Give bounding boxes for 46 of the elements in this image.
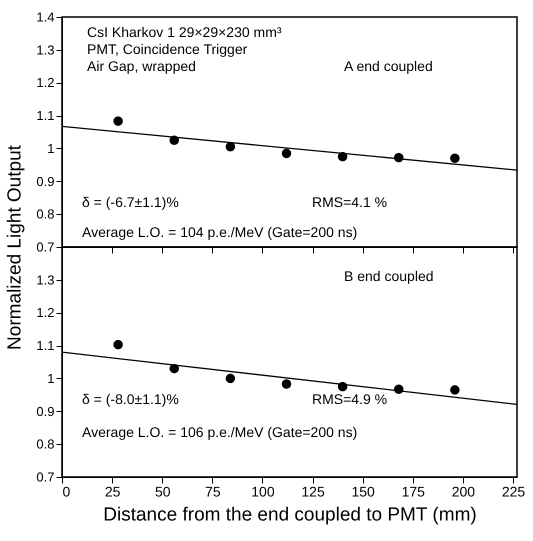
y-tick-label: 0.9 bbox=[36, 404, 54, 419]
y-tick-label: 1.2 bbox=[36, 305, 54, 320]
y-tick-label: 1 bbox=[47, 140, 54, 156]
y-tick-label: 1.2 bbox=[36, 75, 54, 90]
x-tick-label: 0 bbox=[62, 484, 70, 500]
annotation: RMS=4.9 % bbox=[312, 391, 388, 407]
annotation: RMS=4.1 % bbox=[312, 194, 388, 210]
y-tick-label: 0.8 bbox=[36, 206, 54, 222]
x-axis-title: Distance from the end coupled to PMT (mm) bbox=[103, 504, 477, 526]
y-tick-label: 1.3 bbox=[36, 42, 54, 58]
y-tick-label: 1.1 bbox=[36, 338, 54, 354]
y-tick-label: 0.7 bbox=[36, 470, 54, 484]
y-tick-label: 1 bbox=[47, 370, 54, 386]
y-tick-label: 1.1 bbox=[36, 108, 54, 124]
point bbox=[282, 379, 292, 389]
annotation: CsI Kharkov 1 29×29×230 mm³ bbox=[87, 24, 282, 40]
annotation: Average L.O. = 104 p.e./MeV (Gate=200 ns) bbox=[82, 224, 358, 240]
point bbox=[450, 154, 460, 164]
annotation: B end coupled bbox=[344, 268, 434, 284]
x-tick-label: 50 bbox=[154, 484, 171, 500]
x-tick-label: 125 bbox=[301, 484, 325, 500]
annotation: PMT, Coincidence Trigger bbox=[87, 41, 248, 57]
y-tick-label: 0.7 bbox=[36, 240, 54, 254]
annotation: δ = (-6.7±1.1)% bbox=[82, 194, 179, 210]
x-tick-label: 175 bbox=[402, 484, 426, 500]
annotation: Air Gap, wrapped bbox=[87, 58, 196, 74]
point bbox=[113, 340, 123, 350]
annotation: A end coupled bbox=[344, 58, 433, 74]
point bbox=[113, 116, 123, 126]
x-tick-label: 75 bbox=[205, 484, 221, 500]
annotation: δ = (-8.0±1.1)% bbox=[82, 391, 179, 407]
y-tick-label: 1.4 bbox=[36, 10, 54, 24]
x-tick-label: 25 bbox=[104, 484, 121, 500]
point bbox=[226, 374, 236, 384]
x-tick-label: 150 bbox=[351, 484, 376, 500]
y-axis-title: Normalized Light Output bbox=[4, 144, 26, 350]
y-tick-label: 1.3 bbox=[36, 272, 54, 288]
y-tick-label: 0.8 bbox=[36, 436, 54, 452]
point bbox=[226, 142, 236, 152]
point bbox=[282, 148, 292, 158]
x-tick-label: 225 bbox=[502, 484, 526, 500]
point bbox=[450, 385, 460, 395]
annotation: Average L.O. = 106 p.e./MeV (Gate=200 ns) bbox=[82, 424, 358, 440]
x-tick-label: 100 bbox=[251, 484, 275, 500]
x-tick-label: 200 bbox=[452, 484, 476, 500]
y-tick-label: 0.9 bbox=[36, 174, 54, 189]
